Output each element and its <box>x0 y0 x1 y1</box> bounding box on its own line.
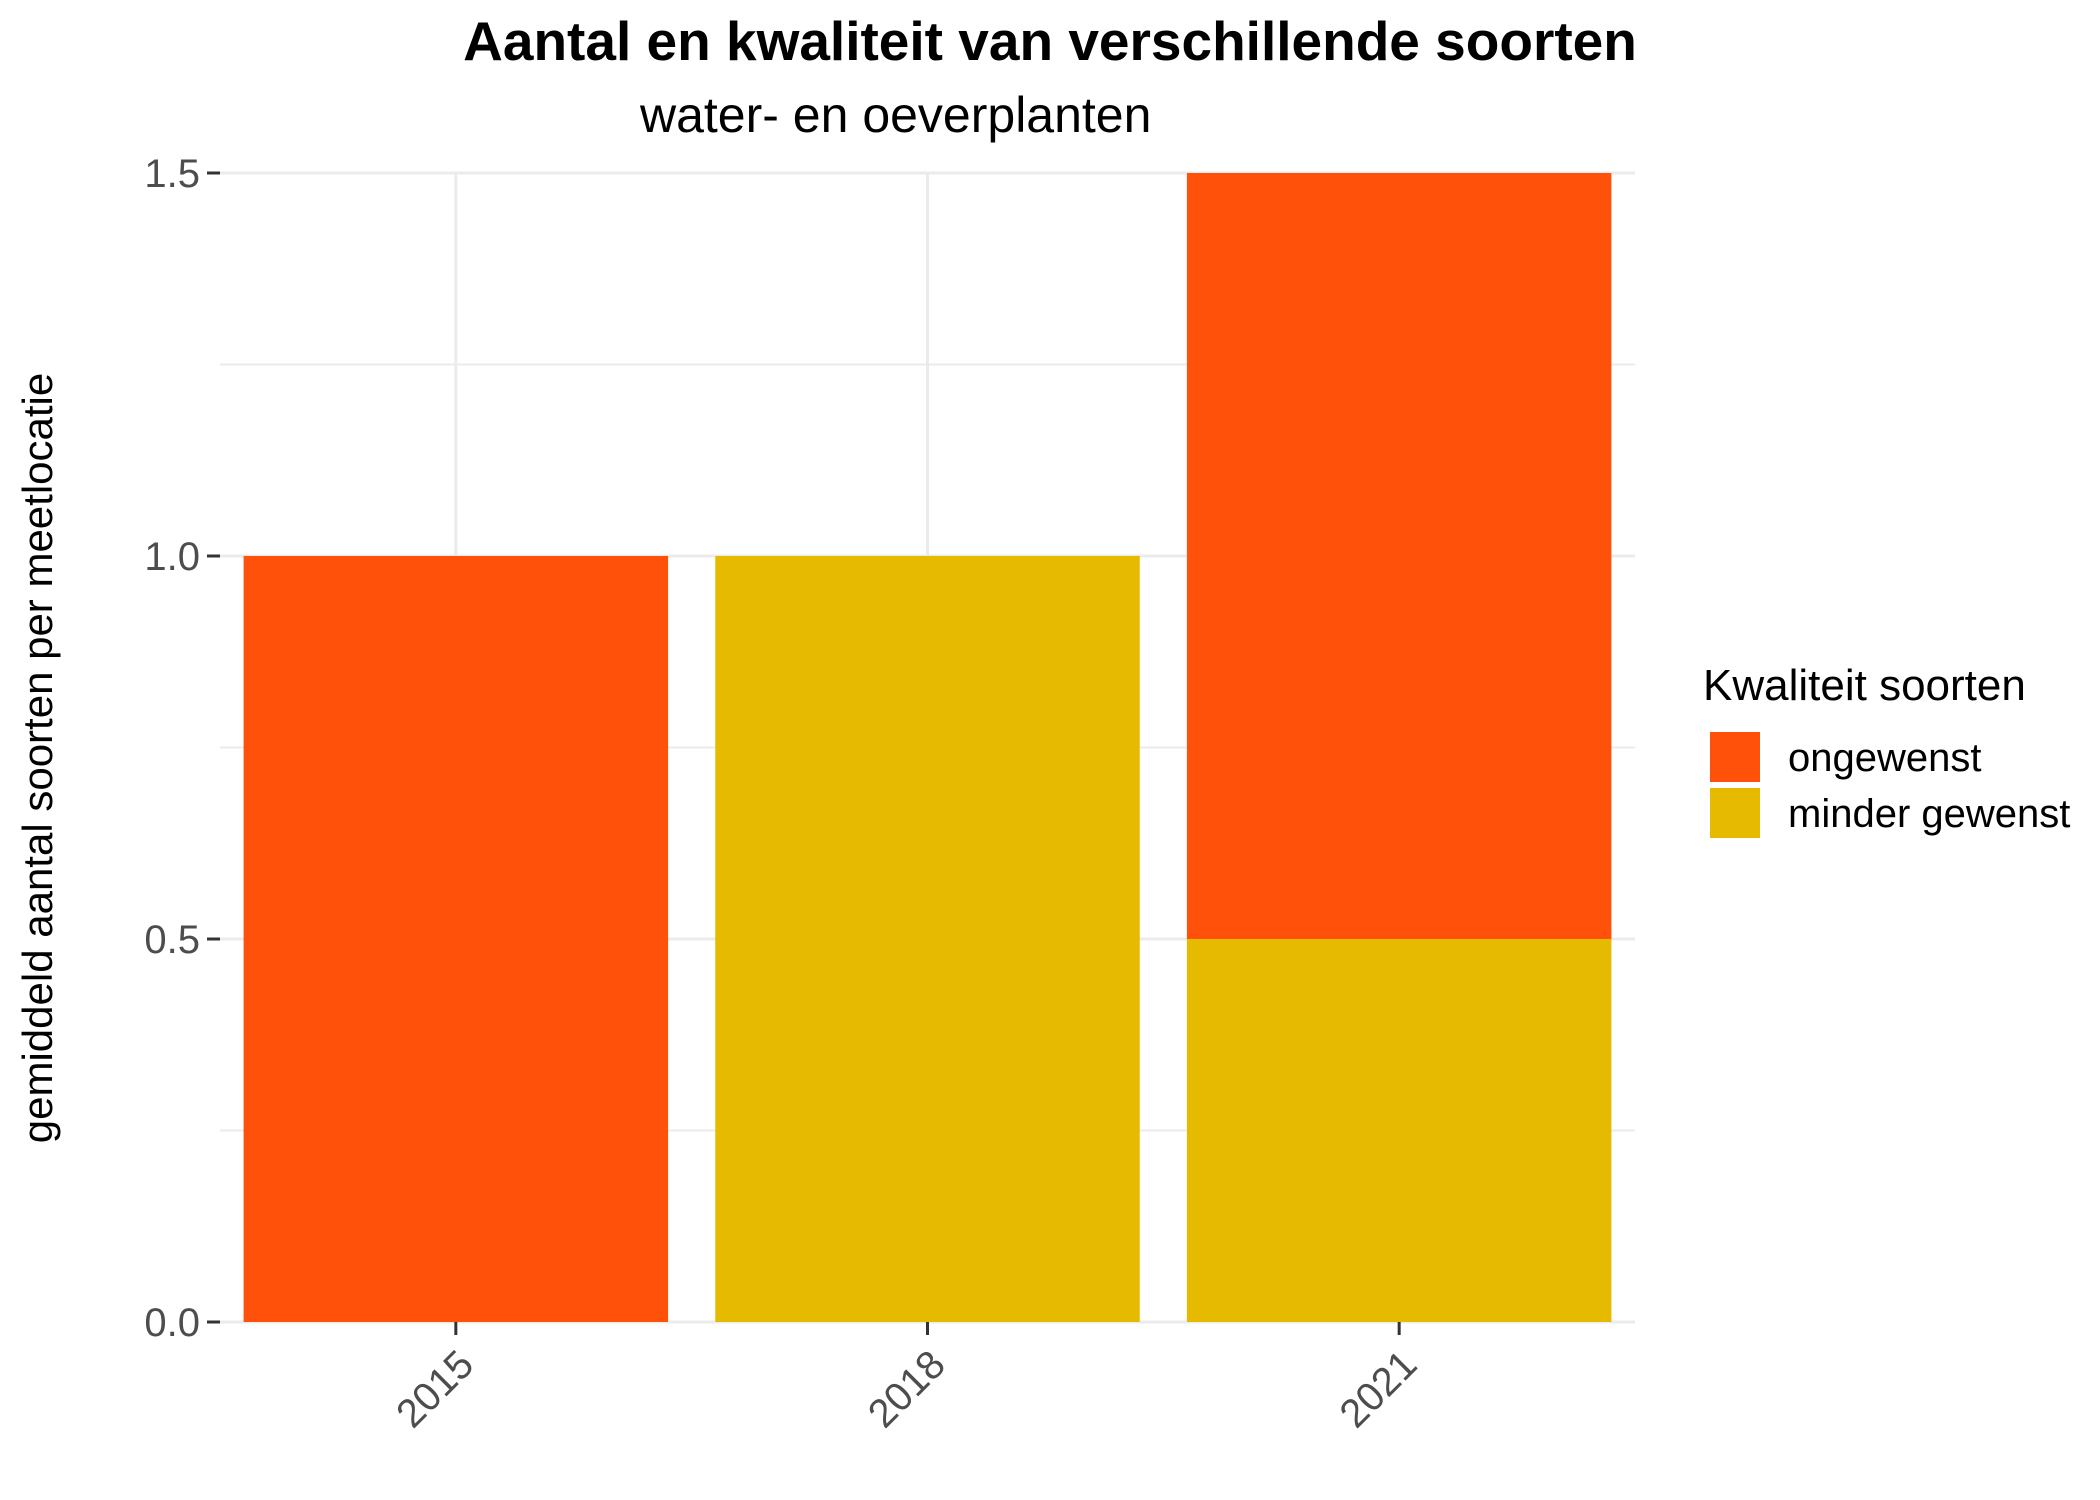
legend-swatch <box>1710 732 1760 782</box>
legend-label: minder gewenst <box>1788 792 2070 836</box>
legend-swatch <box>1710 788 1760 838</box>
y-tick-label: 1.5 <box>144 152 200 196</box>
x-tick-label: 2021 <box>1331 1342 1425 1436</box>
chart-title: Aantal en kwaliteit van verschillende so… <box>463 10 1637 72</box>
legend-label: ongewenst <box>1788 736 1981 780</box>
bar-layer <box>243 173 1612 1322</box>
x-tick-label: 2015 <box>388 1342 482 1436</box>
legend-title: Kwaliteit soorten <box>1703 661 2026 710</box>
y-axis-title: gemiddeld aantal soorten per meetlocatie <box>14 373 61 1143</box>
y-tick-label: 0.0 <box>144 1301 200 1345</box>
bar-2021-ongewenst <box>1186 173 1612 939</box>
bar-2015-ongewenst <box>243 556 669 1322</box>
y-tick-label: 0.5 <box>144 918 200 962</box>
y-tick-label: 1.0 <box>144 535 200 579</box>
bar-2021-minder-gewenst <box>1186 939 1612 1322</box>
bar-2018-minder-gewenst <box>715 556 1140 1322</box>
legend: Kwaliteit soorten ongewenst minder gewens… <box>1703 661 2070 838</box>
chart-subtitle: water- en oeverplanten <box>640 87 1152 143</box>
x-tick-label: 2018 <box>860 1342 954 1436</box>
legend-items: ongewenst minder gewenst <box>1710 732 2070 838</box>
